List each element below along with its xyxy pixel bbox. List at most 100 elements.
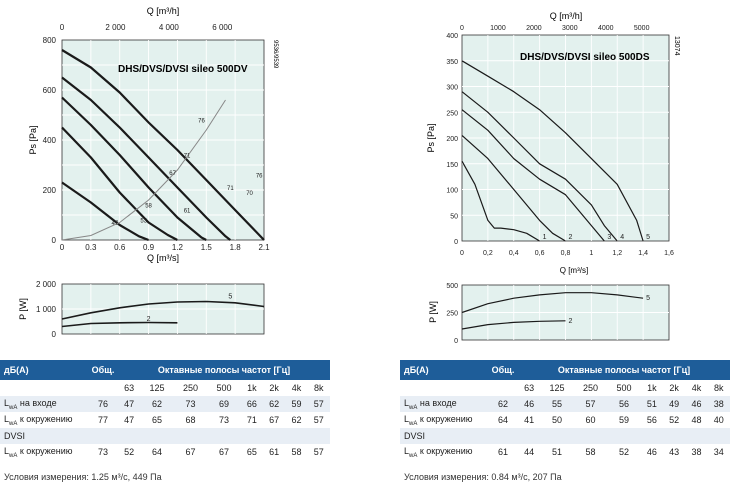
right-x-tick: 0,6 <box>535 250 545 257</box>
row-value: 52 <box>118 444 141 460</box>
row-value: 44 <box>518 444 541 460</box>
row-value: 46 <box>685 396 708 412</box>
right-y-tick: 100 <box>446 188 458 195</box>
right-top-tick: 2000 <box>526 25 542 32</box>
curve-series-2 <box>61 300 265 320</box>
left-y-tick: 200 <box>43 186 57 195</box>
right-measure-condition: Условия измерения: 0.84 м³/с, 207 Па <box>404 472 562 482</box>
freq-1k: 1k <box>240 380 263 396</box>
left-side-code: 9536/9539 <box>272 40 278 69</box>
row-label-rest: к окружению <box>17 413 73 424</box>
right-model-label: DHS/DVS/DVSI sileo 500DS <box>520 52 650 63</box>
row-value: 38 <box>685 444 708 460</box>
row-value: 50 <box>540 412 574 428</box>
right-pressure-curves: 1 2 3 4 5 <box>461 60 650 242</box>
table-row: LwA к окружению 61 44 51 58 52 46 43 38 34 <box>400 444 730 460</box>
row-value: 46 <box>518 396 541 412</box>
table-row: LwA на входе 62 46 55 57 56 51 49 46 38 <box>400 396 730 412</box>
row-value: 51 <box>640 396 663 412</box>
curve-label-1: 1 <box>543 234 547 241</box>
left-x-tick: 1.8 <box>230 243 242 252</box>
left-noise-table: дБ(A) Общ. Октавные полосы частот [Гц] 63 12… <box>0 360 330 460</box>
row-label: LwA к окружению <box>0 444 88 460</box>
right-noise-table: дБ(A) Общ. Октавные полосы частот [Гц] 63 12… <box>400 360 730 460</box>
left-power-y-label: P [W] <box>18 298 28 320</box>
right-x-tick: 0,2 <box>483 250 493 257</box>
section-label: DVSI <box>400 428 730 444</box>
curve-label-5: 5 <box>646 295 650 302</box>
curve-series-5 <box>461 60 644 242</box>
right-top-tick: 5000 <box>634 25 650 32</box>
right-y-tick: 300 <box>446 85 458 92</box>
row-label: LwA на входе <box>0 396 88 412</box>
freq-blank <box>0 380 88 396</box>
section-label: DVSI <box>0 428 330 444</box>
row-total: 73 <box>88 444 118 460</box>
right-power-tick: 0 <box>454 338 458 345</box>
row-label-main: L <box>404 445 410 456</box>
freq-blank <box>88 380 118 396</box>
left-power-grid <box>62 284 264 334</box>
left-power-curves: 25 <box>61 294 265 328</box>
freq-250: 250 <box>173 380 208 396</box>
row-value: 57 <box>307 444 330 460</box>
right-y-tick: 200 <box>446 136 458 143</box>
row-label-main: L <box>404 413 410 424</box>
table-header-row: дБ(A) Общ. Октавные полосы частот [Гц] <box>400 360 730 380</box>
row-value: 52 <box>607 444 641 460</box>
row-label-sub: wA <box>409 452 418 459</box>
row-value: 69 <box>207 396 241 412</box>
row-label: LwA к окружению <box>400 444 488 460</box>
row-value: 58 <box>573 444 608 460</box>
curve-series-2 <box>461 134 566 242</box>
left-y-tick: 600 <box>43 86 57 95</box>
row-value: 67 <box>263 412 286 428</box>
row-value: 65 <box>240 444 263 460</box>
system-curve <box>61 99 226 241</box>
table-row: LwA на входе 76 47 62 73 69 66 62 59 57 <box>0 396 330 412</box>
row-value: 47 <box>118 412 141 428</box>
table-header-row: дБ(A) Общ. Октавные полосы частот [Гц] <box>0 360 330 380</box>
freq-4k: 4k <box>285 380 308 396</box>
row-label-rest: к окружению <box>417 413 473 424</box>
curve-label-2: 2 <box>569 234 573 241</box>
right-side-code: 13074 <box>673 36 680 56</box>
row-value: 64 <box>140 444 174 460</box>
left-y-axis-label: Ps [Pa] <box>28 125 38 154</box>
row-label-main: L <box>4 445 10 456</box>
left-y-tick: 0 <box>52 236 57 245</box>
left-power-ticks: 0 1 000 2 000 <box>36 280 57 339</box>
left-x-tick: 2.1 <box>258 243 270 252</box>
freq-2k: 2k <box>263 380 286 396</box>
row-value: 62 <box>285 412 308 428</box>
row-value: 71 <box>240 412 263 428</box>
annotation-76: 76 <box>198 119 205 125</box>
right-x-tick: 1,6 <box>664 250 674 257</box>
freq-2k: 2k <box>663 380 686 396</box>
left-power-label-2: 2 <box>147 316 151 323</box>
curve-series-3 <box>461 109 605 242</box>
frequency-row: 63 125 250 500 1k 2k 4k 8k <box>0 380 330 396</box>
left-measure-condition: Условия измерения: 1.25 м³/с, 449 Па <box>4 472 162 482</box>
row-value: 34 <box>707 444 730 460</box>
right-x-tick: 1 <box>589 250 593 257</box>
annotation-47: 47 <box>112 221 119 227</box>
row-value: 66 <box>240 396 263 412</box>
right-power-grid <box>462 285 669 340</box>
row-total: 76 <box>88 396 118 412</box>
curve-label-4: 4 <box>620 234 624 241</box>
curve-label-3: 3 <box>607 234 611 241</box>
frequency-row: 63 125 250 500 1k 2k 4k 8k <box>400 380 730 396</box>
header-unit: дБ(A) <box>0 360 88 380</box>
left-power-tick: 1 000 <box>36 305 57 314</box>
row-label-sub: wA <box>409 420 418 427</box>
right-y-tick: 400 <box>446 33 458 40</box>
freq-1k: 1k <box>640 380 663 396</box>
left-bottom-axis-label: Q [m³/s] <box>147 253 179 263</box>
curve-series-1 <box>61 181 149 242</box>
freq-500: 500 <box>607 380 641 396</box>
annotation-58: 58 <box>145 204 152 210</box>
table-row: LwA к окружению 64 41 50 60 59 56 52 48 40 <box>400 412 730 428</box>
row-value: 55 <box>540 396 574 412</box>
